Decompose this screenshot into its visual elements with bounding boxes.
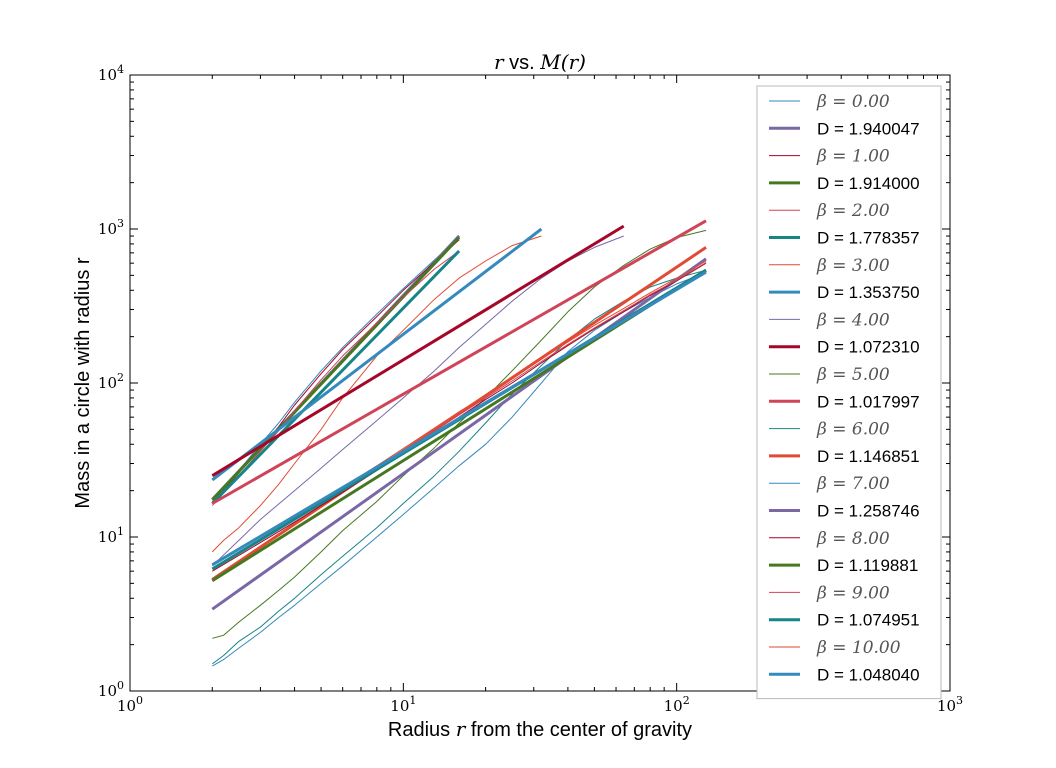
series-line-beta-12 — [212, 269, 707, 665]
chart-title-vs: vs. — [504, 52, 541, 74]
x-tick-exp: 3 — [956, 694, 963, 707]
legend: β = 0.00 D = 1.940047 β = 1.00 D = 1.914000… — [756, 85, 942, 700]
y-tick-base: 10 — [98, 528, 117, 546]
y-tick-base: 10 — [98, 682, 117, 700]
legend-entries: β = 0.00 D = 1.940047 β = 1.00 D = 1.914000… — [769, 92, 920, 684]
x-axis-label-post: from the center of gravity — [465, 719, 692, 741]
series-line-fit-5 — [211, 249, 461, 505]
y-tick-label: 101 — [98, 525, 124, 546]
legend-label: D = 1.940047 — [817, 119, 920, 138]
legend-label: D = 1.914000 — [817, 174, 920, 193]
x-axis-label: Radius r from the center of gravity — [388, 717, 692, 741]
series-line-beta-0 — [211, 237, 460, 502]
x-axis-label-var: r — [456, 717, 467, 741]
y-tick-label: 102 — [98, 371, 124, 392]
legend-label: D = 1.072310 — [817, 338, 920, 357]
x-tick-base: 10 — [937, 697, 956, 715]
y-tick-exp: 3 — [117, 217, 124, 230]
x-tick-label: 101 — [390, 694, 416, 715]
x-tick-label: 102 — [664, 694, 690, 715]
x-tick-exp: 0 — [136, 694, 143, 707]
legend-label: β = 0.00 — [816, 92, 890, 112]
legend-label: β = 4.00 — [816, 310, 890, 330]
legend-label: β = 10.00 — [816, 638, 901, 658]
x-tick-exp: 1 — [409, 694, 416, 707]
series-line-fit-11 — [211, 219, 707, 505]
legend-label: D = 1.119881 — [817, 556, 918, 575]
series-line-fit-7 — [211, 227, 543, 482]
legend-label: β = 9.00 — [816, 583, 890, 603]
x-tick-base: 10 — [390, 697, 409, 715]
legend-label: D = 1.017997 — [817, 392, 920, 411]
series-layer — [211, 219, 707, 667]
y-tick-label: 103 — [98, 217, 124, 238]
y-tick-exp: 2 — [117, 371, 124, 384]
chart-title-mr: M(r) — [539, 50, 586, 74]
legend-label: β = 8.00 — [816, 529, 890, 549]
legend-box — [756, 85, 942, 700]
legend-label: D = 1.146851 — [817, 447, 920, 466]
x-tick-label: 103 — [937, 694, 963, 715]
series-line-fit-3 — [211, 236, 461, 501]
legend-label: D = 1.074951 — [817, 611, 920, 630]
legend-label: β = 7.00 — [816, 474, 890, 494]
legend-label: D = 1.353750 — [817, 283, 920, 302]
chart-title: r vs. M(r) — [494, 50, 586, 74]
legend-label: D = 1.258746 — [817, 502, 920, 521]
series-line-fit-9 — [211, 224, 625, 477]
x-tick-exp: 2 — [683, 694, 690, 707]
y-tick-label: 104 — [98, 63, 124, 84]
series-line-beta-4 — [211, 250, 460, 506]
y-tick-label: 100 — [98, 679, 124, 700]
x-tick-base: 10 — [117, 697, 136, 715]
y-tick-base: 10 — [98, 220, 117, 238]
x-tick-base: 10 — [664, 697, 683, 715]
legend-label: D = 1.048040 — [817, 665, 920, 684]
y-tick-exp: 1 — [117, 525, 124, 538]
y-tick-exp: 0 — [117, 679, 124, 692]
series-line-fit-21 — [211, 270, 707, 567]
series-line-fit-15 — [211, 257, 707, 611]
x-tick-label: 100 — [117, 694, 143, 715]
chart-title-r: r — [494, 50, 505, 74]
y-tick-base: 10 — [98, 66, 117, 84]
legend-label: β = 2.00 — [816, 201, 890, 221]
legend-label: β = 5.00 — [816, 365, 890, 385]
y-axis-label: Mass in a circle with radius r — [72, 257, 94, 509]
series-line-fit-13 — [211, 246, 707, 581]
legend-label: β = 3.00 — [816, 256, 890, 276]
y-tick-base: 10 — [98, 374, 117, 392]
legend-label: D = 1.778357 — [817, 229, 920, 248]
y-tick-exp: 4 — [117, 63, 124, 76]
legend-label: β = 6.00 — [816, 420, 890, 440]
x-axis-label-pre: Radius — [388, 719, 456, 741]
legend-label: β = 1.00 — [816, 147, 890, 167]
